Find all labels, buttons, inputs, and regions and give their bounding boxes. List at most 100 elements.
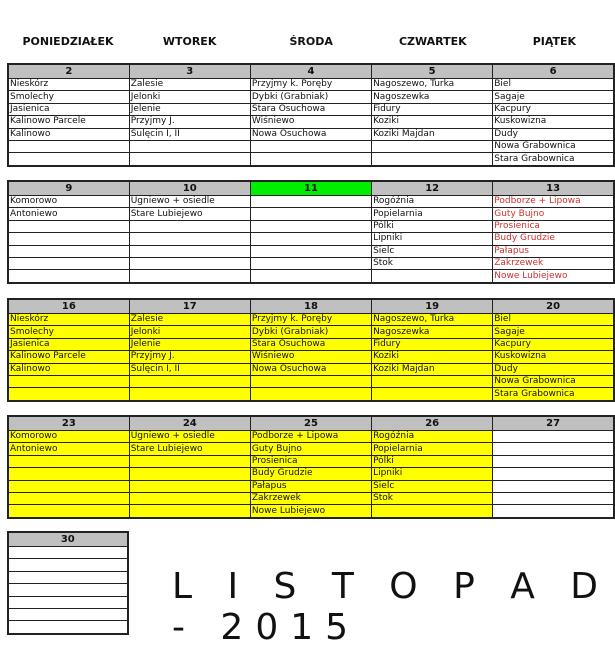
locality-cell: Pałapus bbox=[492, 244, 615, 258]
locality-cell: Antoniewo bbox=[7, 207, 130, 221]
locality-cell: Rogóźnia bbox=[371, 429, 494, 444]
locality-cell bbox=[7, 467, 130, 481]
locality-cell bbox=[128, 454, 251, 469]
table-row: Zakrzewek Stok bbox=[7, 491, 615, 506]
locality-cell: Koziki bbox=[371, 350, 494, 364]
locality-cell bbox=[249, 387, 373, 402]
locality-cell: Kuskowizna bbox=[492, 350, 615, 364]
locality-cell bbox=[128, 504, 251, 519]
locality-cell: Jelenie bbox=[128, 102, 251, 117]
locality-cell: Fidury bbox=[371, 102, 494, 117]
locality-cell bbox=[7, 374, 130, 389]
locality-cell bbox=[128, 219, 251, 234]
locality-cell bbox=[128, 256, 251, 271]
locality-cell bbox=[128, 152, 251, 167]
table-row: Nowa Grabownica bbox=[7, 139, 615, 154]
locality-cell bbox=[128, 244, 251, 258]
locality-cell bbox=[128, 374, 251, 389]
day-name-header: PONIEDZIAŁEK bbox=[22, 35, 114, 48]
table-row: Smolechy Jelonki Dybki (Grabniak) Nagoszewk… bbox=[7, 325, 615, 339]
locality-cell: Zalesie bbox=[128, 77, 251, 92]
locality-cell: Lipniki bbox=[371, 232, 494, 246]
week-table: 2 3 4 5 6 Nieskórz Zalesie Przyjmy k. Poręby Nag… bbox=[7, 63, 615, 167]
locality-cell bbox=[492, 442, 615, 456]
locality-cell: Ugniewo + osiedle bbox=[128, 194, 251, 209]
locality-cell: Fidury bbox=[371, 337, 494, 352]
locality-cell: Prosienica bbox=[492, 219, 615, 234]
locality-cell: Stok bbox=[371, 256, 494, 271]
table-row: Antoniewo Stare Lubiejewo Popielarnia Guty … bbox=[7, 207, 615, 221]
locality-cell: Zalesie bbox=[128, 312, 251, 327]
locality-cell: Sielc bbox=[371, 244, 494, 258]
day-number: 9 bbox=[7, 180, 130, 196]
locality-cell bbox=[7, 479, 130, 493]
table-row: Stara Grabownica bbox=[7, 152, 615, 167]
table-row: Smolechy Jelonki Dybki (Grabniak) Nagoszewk… bbox=[7, 90, 615, 104]
locality-cell: Smolechy bbox=[7, 90, 130, 104]
day-name-header: PIĄTEK bbox=[532, 35, 577, 48]
locality-cell bbox=[7, 491, 130, 506]
week-table: 23 24 25 26 27 Komorowo Ugniewo + osiedle Podbo… bbox=[7, 415, 615, 519]
locality-cell: Jasienica bbox=[7, 102, 130, 117]
locality-cell bbox=[371, 374, 494, 389]
week-table: 16 17 18 19 20 Nieskórz Zalesie Przyjmy k. Porę… bbox=[7, 298, 615, 402]
locality-cell: Wiśniewo bbox=[249, 115, 373, 129]
locality-cell bbox=[371, 504, 494, 519]
locality-cell: Jasienica bbox=[7, 337, 130, 352]
locality-cell: Kalinowo Parcele bbox=[7, 115, 130, 129]
locality-cell: Kalinowo bbox=[7, 127, 130, 141]
locality-cell: Sagaje bbox=[492, 90, 615, 104]
table-row: Nieskórz Zalesie Przyjmy k. Poręby Nagoszew… bbox=[7, 312, 615, 327]
locality-cell bbox=[371, 269, 494, 284]
locality-cell bbox=[128, 491, 251, 506]
day-number: 19 bbox=[371, 298, 494, 314]
locality-cell: Kalinowo bbox=[7, 362, 130, 376]
locality-cell: Stara Osuchowa bbox=[249, 337, 373, 352]
locality-cell: Stare Lubiejewo bbox=[128, 207, 251, 221]
day-number: 25 bbox=[249, 415, 373, 431]
locality-cell bbox=[249, 207, 373, 221]
locality-cell: Pólki bbox=[371, 454, 494, 469]
locality-cell: Przyjmy k. Poręby bbox=[249, 77, 373, 92]
locality-cell: Nowe Lubiejewo bbox=[249, 504, 373, 519]
table-row: Komorowo Ugniewo + osiedle Rogóźnia Podborz… bbox=[7, 194, 615, 209]
day-number: 11 bbox=[249, 180, 373, 196]
locality-cell: Nagoszewo, Turka bbox=[371, 312, 494, 327]
table-row: Jasienica Jelenie Stara Osuchowa Fidury Kacp… bbox=[7, 337, 615, 352]
locality-cell bbox=[371, 387, 494, 402]
locality-cell: Dudy bbox=[492, 127, 615, 141]
month-title: L I S T O P A D - 2015 bbox=[172, 566, 611, 648]
table-row: Budy Grudzie Lipniki bbox=[7, 467, 615, 481]
table-row: Sielc Pałapus bbox=[7, 244, 615, 258]
table-row bbox=[7, 620, 129, 635]
day-number: 26 bbox=[371, 415, 494, 431]
locality-cell bbox=[249, 152, 373, 167]
table-row: Jasienica Jelenie Stara Osuchowa Fidury Kacp… bbox=[7, 102, 615, 117]
locality-cell: Stara Osuchowa bbox=[249, 102, 373, 117]
locality-cell: Koziki bbox=[371, 115, 494, 129]
locality-cell: Podborze + Lipowa bbox=[492, 194, 615, 209]
locality-cell bbox=[249, 194, 373, 209]
locality-cell: Nowe Lubiejewo bbox=[492, 269, 615, 284]
locality-cell bbox=[7, 269, 130, 284]
locality-cell bbox=[249, 269, 373, 284]
locality-cell bbox=[492, 467, 615, 481]
locality-cell bbox=[492, 429, 615, 444]
locality-cell bbox=[492, 479, 615, 493]
day-number: 2 bbox=[7, 63, 130, 79]
locality-cell bbox=[7, 583, 129, 597]
table-row: Prosienica Pólki bbox=[7, 454, 615, 469]
day-number: 20 bbox=[492, 298, 615, 314]
locality-cell bbox=[371, 152, 494, 167]
locality-cell: Podborze + Lipowa bbox=[249, 429, 373, 444]
day-number: 30 bbox=[7, 531, 129, 547]
locality-cell: Smolechy bbox=[7, 325, 130, 339]
week-table: 9 10 11 12 13 Komorowo Ugniewo + osiedle Rogóźn… bbox=[7, 180, 615, 284]
locality-cell bbox=[7, 454, 130, 469]
locality-cell: Dudy bbox=[492, 362, 615, 376]
locality-cell: Dybki (Grabniak) bbox=[249, 90, 373, 104]
table-row bbox=[7, 558, 129, 572]
locality-cell: Zakrzewek bbox=[249, 491, 373, 506]
locality-cell bbox=[7, 139, 130, 154]
table-row: Kalinowo Parcele Przyjmy J. Wiśniewo Koziki… bbox=[7, 115, 615, 129]
